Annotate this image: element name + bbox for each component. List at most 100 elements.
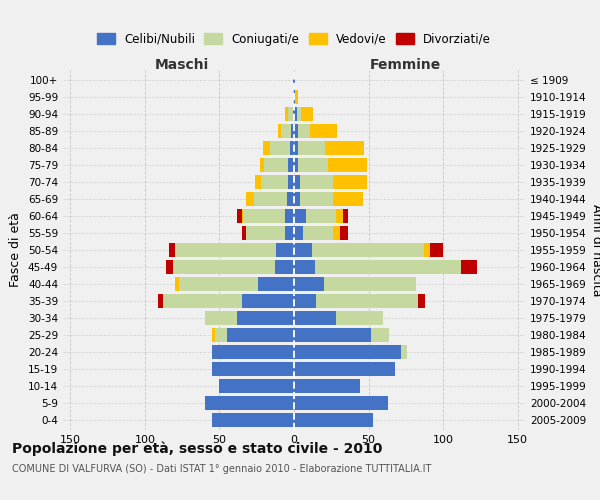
Bar (212, 345, 294, 359)
Text: Popolazione per età, sesso e stato civile - 2010: Popolazione per età, sesso e stato civil… (12, 441, 382, 456)
Bar (247, 192, 254, 206)
Bar (285, 107, 288, 121)
Bar (294, 311, 336, 325)
Bar (294, 175, 300, 189)
Bar (294, 345, 401, 359)
Bar (328, 158, 367, 172)
Bar (158, 294, 163, 308)
Bar (294, 277, 324, 291)
Bar (294, 141, 298, 155)
Bar (294, 396, 388, 410)
Bar (294, 362, 395, 376)
Bar (300, 175, 333, 189)
Bar (371, 328, 389, 342)
Bar (294, 107, 297, 121)
Bar (175, 277, 179, 291)
Bar (166, 260, 173, 274)
Bar (244, 209, 285, 223)
Bar (287, 192, 294, 206)
Bar (242, 294, 294, 308)
Bar (430, 243, 443, 257)
Y-axis label: Anni di nascita: Anni di nascita (590, 204, 600, 296)
Bar (333, 192, 362, 206)
Bar (275, 260, 294, 274)
Legend: Celibi/Nubili, Coniugati/e, Vedovi/e, Divorziati/e: Celibi/Nubili, Coniugati/e, Vedovi/e, Di… (93, 29, 495, 49)
Bar (278, 124, 281, 138)
Bar (288, 175, 294, 189)
Bar (294, 192, 300, 206)
Bar (293, 73, 294, 87)
Bar (263, 141, 270, 155)
Y-axis label: Fasce di età: Fasce di età (10, 212, 22, 288)
Bar (301, 107, 313, 121)
Bar (205, 311, 238, 325)
Bar (297, 107, 301, 121)
Bar (294, 158, 298, 172)
Bar (300, 192, 333, 206)
Bar (294, 243, 312, 257)
Bar (343, 209, 347, 223)
Bar (215, 328, 227, 342)
Bar (418, 294, 425, 308)
Bar (315, 260, 461, 274)
Bar (258, 277, 294, 291)
Bar (461, 260, 478, 274)
Bar (288, 158, 294, 172)
Bar (294, 90, 295, 104)
Bar (295, 90, 298, 104)
Bar (306, 209, 336, 223)
Bar (424, 243, 430, 257)
Bar (324, 277, 416, 291)
Bar (205, 396, 294, 410)
Bar (298, 124, 310, 138)
Bar (270, 141, 290, 155)
Bar (310, 124, 337, 138)
Bar (340, 226, 347, 240)
Bar (294, 260, 315, 274)
Bar (281, 124, 291, 138)
Bar (294, 328, 371, 342)
Text: COMUNE DI VALFURVA (SO) - Dati ISTAT 1° gennaio 2010 - Elaborazione TUTTITALIA.I: COMUNE DI VALFURVA (SO) - Dati ISTAT 1° … (12, 464, 431, 474)
Bar (261, 175, 288, 189)
Bar (212, 413, 294, 427)
Bar (336, 311, 383, 325)
Bar (336, 209, 343, 223)
Bar (163, 294, 242, 308)
Bar (238, 209, 242, 223)
Bar (260, 158, 264, 172)
Bar (333, 226, 340, 240)
Bar (316, 294, 418, 308)
Bar (294, 413, 373, 427)
Bar (312, 243, 424, 257)
Bar (294, 226, 303, 240)
Bar (175, 243, 276, 257)
Bar (212, 328, 215, 342)
Bar (293, 107, 294, 121)
Bar (293, 90, 294, 104)
Bar (212, 362, 294, 376)
Bar (298, 141, 325, 155)
Bar (169, 243, 175, 257)
Bar (285, 226, 294, 240)
Bar (294, 73, 295, 87)
Bar (303, 226, 333, 240)
Bar (238, 311, 294, 325)
Bar (290, 141, 294, 155)
Bar (254, 192, 287, 206)
Bar (285, 209, 294, 223)
Bar (264, 158, 288, 172)
Bar (227, 328, 294, 342)
Bar (255, 175, 261, 189)
Bar (173, 260, 275, 274)
Bar (401, 345, 407, 359)
Bar (325, 141, 364, 155)
Bar (247, 226, 285, 240)
Bar (276, 243, 294, 257)
Bar (220, 379, 294, 393)
Bar (242, 226, 247, 240)
Bar (333, 175, 367, 189)
Bar (294, 124, 298, 138)
Bar (242, 209, 244, 223)
Bar (179, 277, 258, 291)
Bar (294, 209, 306, 223)
